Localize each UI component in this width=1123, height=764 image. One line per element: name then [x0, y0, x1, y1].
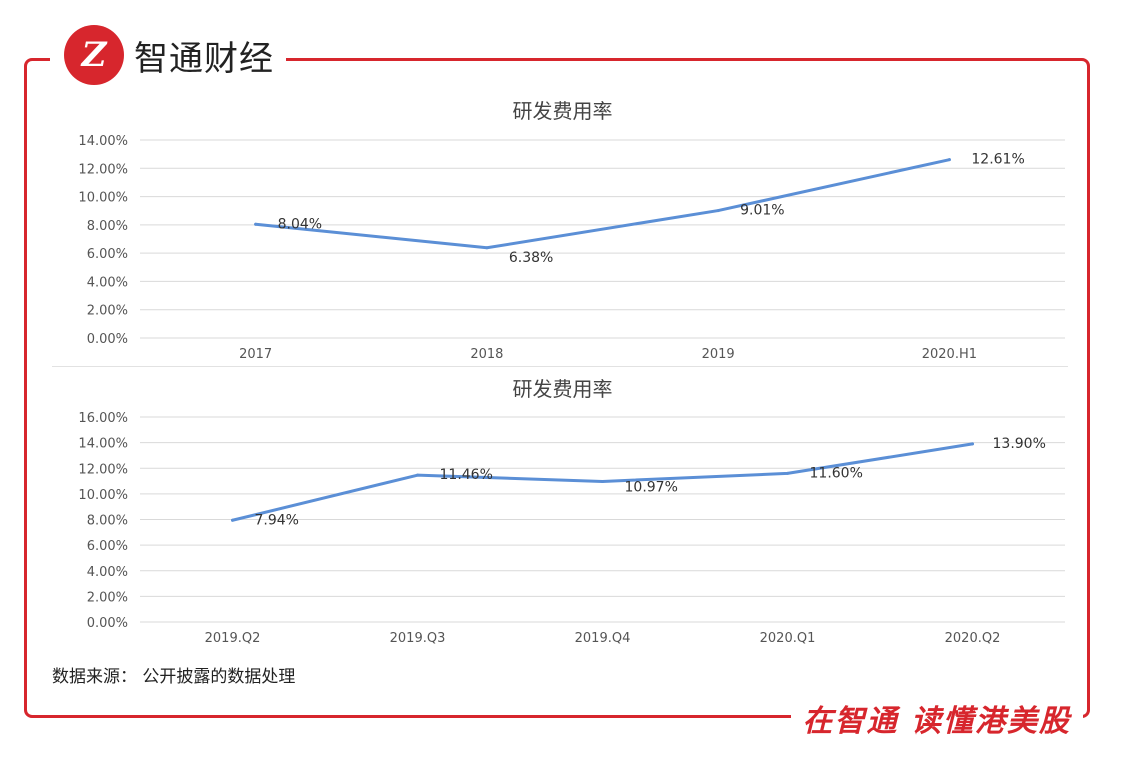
data-point: [416, 473, 419, 477]
x-tick-label: 2020.H1: [922, 347, 977, 362]
data-point: [716, 209, 720, 213]
x-tick-label: 2020.Q1: [760, 631, 816, 646]
y-tick-label: 14.00%: [78, 134, 128, 149]
data-label: 9.01%: [740, 203, 784, 219]
y-tick-label: 2.00%: [87, 304, 128, 319]
chart-quarterly-rd-ratio: 研发费用率 0.00% 2.00% 4.00% 6.00% 8.00% 10.00% 12.0…: [78, 377, 1065, 646]
red-frame: [24, 58, 1090, 718]
y-tick-label: 2.00%: [87, 590, 128, 605]
data-label: 11.60%: [810, 465, 863, 481]
y-tick-label: 8.00%: [87, 219, 128, 234]
charts-canvas: 研发费用率 0.00% 2.00% 4.00% 6.00% 8.00% 10.00% 12.0…: [78, 99, 1065, 646]
brand-header: Z 智通财经: [50, 20, 286, 90]
data-label: 7.94%: [255, 512, 299, 528]
x-tick-label: 2018: [470, 347, 503, 362]
data-label: 13.90%: [993, 436, 1046, 452]
x-tick-label: 2019.Q2: [205, 631, 261, 646]
y-tick-label: 4.00%: [87, 275, 128, 290]
data-point: [971, 442, 974, 446]
y-tick-label: 6.00%: [87, 539, 128, 554]
data-point: [254, 222, 258, 226]
slogan: 在智通 读懂港美股: [790, 696, 1083, 740]
data-point: [231, 518, 234, 522]
x-tick-label: 2020.Q2: [945, 631, 1001, 646]
y-tick-label: 0.00%: [87, 332, 128, 347]
y-tick-label: 6.00%: [87, 247, 128, 262]
chart-annual-rd-ratio: 研发费用率 0.00% 2.00% 4.00% 6.00% 8.00% 10.00% 12.0…: [78, 99, 1065, 362]
y-tick-label: 12.00%: [78, 162, 128, 177]
source-note: 数据来源： 公开披露的数据处理: [52, 667, 296, 687]
y-tick-label: 4.00%: [87, 565, 128, 580]
data-point: [485, 246, 489, 250]
data-label: 11.46%: [440, 467, 493, 483]
y-tick-label: 8.00%: [87, 514, 128, 529]
series-line: [254, 158, 951, 250]
y-tick-label: 12.00%: [78, 462, 128, 477]
data-point: [601, 479, 604, 483]
chart-title: 研发费用率: [513, 377, 613, 401]
chart-divider: [52, 366, 1068, 367]
brand-logo-icon: Z: [64, 25, 124, 85]
chart-title: 研发费用率: [513, 99, 613, 123]
data-point: [786, 471, 789, 475]
x-tick-label: 2017: [239, 347, 272, 362]
y-tick-label: 10.00%: [78, 488, 128, 503]
data-label: 12.61%: [971, 152, 1024, 168]
data-label: 10.97%: [625, 479, 678, 495]
x-tick-label: 2019: [702, 347, 735, 362]
y-tick-label: 16.00%: [78, 411, 128, 426]
y-tick-label: 10.00%: [78, 191, 128, 206]
y-tick-label: 14.00%: [78, 437, 128, 452]
data-label: 8.04%: [278, 216, 322, 232]
data-label: 6.38%: [509, 250, 553, 266]
data-point: [947, 158, 951, 162]
x-tick-label: 2019.Q3: [390, 631, 446, 646]
y-tick-label: 0.00%: [87, 616, 128, 631]
x-tick-label: 2019.Q4: [575, 631, 631, 646]
brand-name: 智通财经: [134, 38, 274, 79]
